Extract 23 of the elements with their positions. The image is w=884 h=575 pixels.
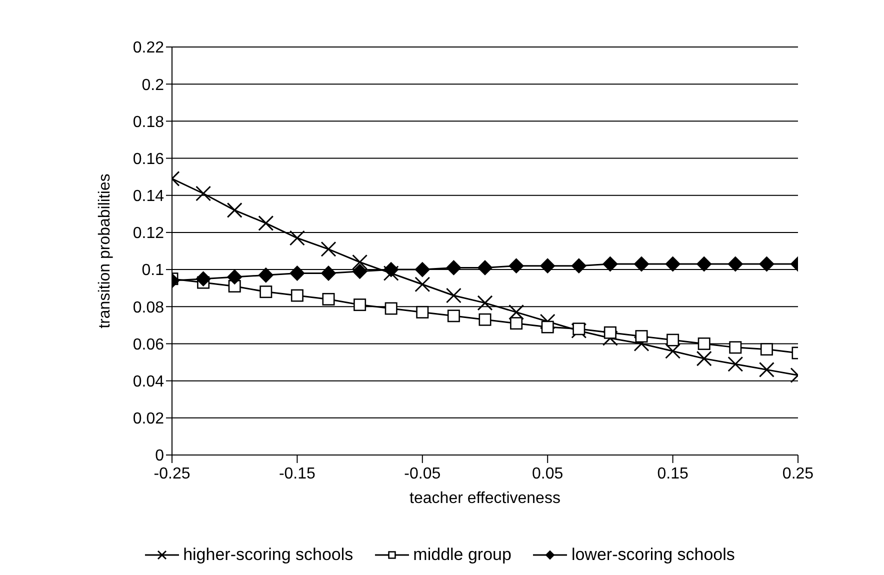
y-tick-label: 0 <box>155 448 164 465</box>
x-tick-label: -0.25 <box>154 465 190 482</box>
x-tick-label: -0.15 <box>278 465 316 482</box>
legend-label: middle group <box>413 545 512 565</box>
y-tick-label: 0.16 <box>132 150 164 168</box>
x-tick-label: 0.15 <box>657 465 688 482</box>
y-tick-label: 0.2 <box>142 76 164 94</box>
y-tick-label: 0.08 <box>132 299 164 316</box>
x-tick-label: -0.05 <box>404 465 441 482</box>
legend-label: lower-scoring schools <box>571 545 735 565</box>
y-tick-label: 0.06 <box>132 336 164 354</box>
y-tick-label: 0.02 <box>132 410 164 428</box>
y-tick-label: 0.18 <box>132 114 164 131</box>
y-tick-label: 0.04 <box>132 374 164 390</box>
legend-label: higher-scoring schools <box>183 545 354 565</box>
x-tick-label: 0.05 <box>532 465 564 482</box>
y-tick-label: 0.12 <box>132 225 164 242</box>
y-tick-label: 0.1 <box>142 262 164 280</box>
y-axis-title: transition probabilities <box>96 174 114 328</box>
y-tick-label: 0.14 <box>132 188 164 206</box>
x-tick-label: 0.25 <box>782 465 814 482</box>
y-tick-label: 0.22 <box>132 40 164 57</box>
x-axis-title: teacher effectiveness <box>410 490 560 507</box>
